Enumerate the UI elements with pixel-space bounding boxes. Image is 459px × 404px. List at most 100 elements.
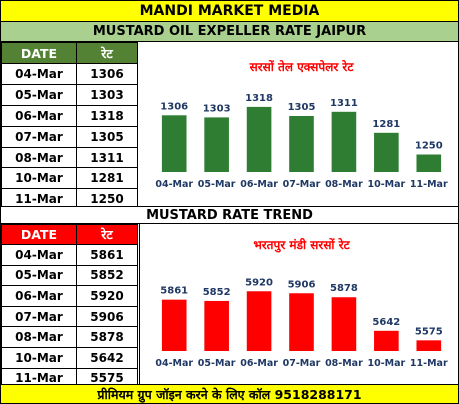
data-label: 1318	[245, 93, 273, 104]
rate-cell: 5861	[76, 244, 138, 266]
section2-heading: MUSTARD RATE TREND	[1, 206, 458, 224]
bar	[289, 293, 314, 351]
rate-cell: 5906	[76, 305, 138, 328]
x-tick-label: 10-Mar	[367, 179, 405, 190]
table-row: 05-Mar 5852	[1, 264, 138, 287]
data-label: 5906	[288, 279, 316, 290]
table-row: 10-Mar 5642	[1, 346, 138, 369]
rate-column-header: रेट	[76, 224, 138, 245]
data-label: 1306	[160, 101, 188, 112]
date-cell: 04-Mar	[1, 63, 77, 85]
section1-rate-table: DATE रेट 04-Mar 1306 05-Mar 1303 06-Mar 131…	[1, 42, 138, 211]
table-row: 11-Mar 1250	[1, 188, 138, 211]
rate-cell: 1305	[76, 125, 138, 148]
bar	[331, 297, 357, 351]
chart-title: भरतपुर मंडी सरसों रेट	[253, 238, 350, 253]
rate-cell: 1303	[76, 83, 138, 106]
bharatpur-mustard-rate-chart: भरतपुर मंडी सरसों रेट 5861 04-Mar 5852 05-Ma…	[155, 238, 448, 369]
table-row: 11-Mar 5575	[1, 367, 138, 390]
data-label: 5852	[203, 287, 231, 298]
date-cell: 08-Mar	[1, 326, 77, 348]
table-header-row: DATE रेट	[1, 42, 138, 64]
rate-cell: 5642	[76, 346, 138, 369]
rate-cell: 1306	[76, 63, 138, 85]
section1-heading: MUSTARD OIL EXPELLER RATE JAIPUR	[1, 22, 458, 42]
bar	[204, 117, 229, 172]
rate-cell: 1250	[76, 188, 138, 211]
data-label: 1281	[372, 119, 400, 130]
table-row: 07-Mar 1305	[1, 125, 138, 148]
x-tick-label: 04-Mar	[155, 179, 193, 190]
table-header-row: DATE रेट	[1, 224, 138, 245]
bar	[416, 154, 442, 172]
date-cell: 06-Mar	[1, 104, 77, 127]
table-row: 05-Mar 1303	[1, 83, 138, 106]
date-cell: 07-Mar	[1, 125, 77, 148]
x-tick-label: 11-Mar	[410, 179, 448, 190]
x-tick-label: 10-Mar	[367, 358, 405, 369]
table-row: 08-Mar 5878	[1, 326, 138, 348]
date-cell: 04-Mar	[1, 244, 77, 266]
table-row: 04-Mar 5861	[1, 244, 138, 266]
data-label: 5861	[160, 286, 188, 297]
rate-cell: 1281	[76, 167, 138, 190]
bar	[246, 291, 272, 351]
bar	[331, 111, 357, 172]
date-cell: 05-Mar	[1, 264, 77, 287]
rate-cell: 5852	[76, 264, 138, 287]
rate-cell: 5878	[76, 326, 138, 348]
x-tick-label: 11-Mar	[410, 358, 448, 369]
date-cell: 08-Mar	[1, 146, 77, 169]
table-row: 07-Mar 5906	[1, 305, 138, 328]
x-tick-label: 07-Mar	[283, 358, 321, 369]
bar	[416, 340, 442, 351]
section2-rate-table: DATE रेट 04-Mar 5861 05-Mar 5852 06-Mar 592…	[1, 224, 138, 390]
data-label: 1303	[203, 103, 231, 114]
x-tick-label: 08-Mar	[325, 179, 363, 190]
x-tick-label: 05-Mar	[198, 179, 236, 190]
data-label: 5575	[415, 326, 443, 337]
bar	[289, 116, 314, 172]
rate-column-header: रेट	[76, 42, 138, 64]
date-column-header: DATE	[1, 42, 77, 64]
x-tick-label: 05-Mar	[198, 358, 236, 369]
bar	[161, 299, 187, 351]
rate-cell: 1311	[76, 146, 138, 169]
table-row: 06-Mar 5920	[1, 285, 138, 307]
footer-contact: प्रीमियम ग्रुप जॉइन करने के लिए कॉल 9518…	[1, 384, 458, 403]
rate-cell: 5920	[76, 285, 138, 307]
chart-title: सरसों तेल एक्सपेलर रेट	[249, 60, 355, 74]
rate-cell: 1318	[76, 104, 138, 127]
date-column-header: DATE	[1, 224, 77, 245]
date-cell: 06-Mar	[1, 285, 77, 307]
x-tick-label: 07-Mar	[283, 179, 321, 190]
data-label: 5920	[245, 277, 273, 288]
data-label: 5878	[330, 283, 358, 294]
date-cell: 10-Mar	[1, 167, 77, 190]
expeller-rate-chart: सरसों तेल एक्सपेलर रेट 1306 04-Mar 1303 05-M…	[155, 60, 448, 190]
x-tick-label: 04-Mar	[155, 358, 193, 369]
date-cell: 05-Mar	[1, 83, 77, 106]
bar	[246, 106, 272, 172]
bar	[374, 132, 399, 172]
x-tick-label: 08-Mar	[325, 358, 363, 369]
data-label: 1311	[330, 98, 358, 109]
date-cell: 07-Mar	[1, 305, 77, 328]
bar	[374, 330, 399, 351]
date-cell: 11-Mar	[1, 367, 77, 390]
table-row: 04-Mar 1306	[1, 63, 138, 85]
table-row: 08-Mar 1311	[1, 146, 138, 169]
section2-divider	[139, 224, 140, 384]
bar	[204, 300, 229, 351]
date-cell: 10-Mar	[1, 346, 77, 369]
bar	[161, 115, 187, 172]
page-title: MANDI MARKET MEDIA	[1, 1, 458, 22]
table-row: 10-Mar 1281	[1, 167, 138, 190]
x-tick-label: 06-Mar	[240, 358, 278, 369]
x-tick-label: 06-Mar	[240, 179, 278, 190]
table-row: 06-Mar 1318	[1, 104, 138, 127]
date-cell: 11-Mar	[1, 188, 77, 211]
data-label: 1305	[288, 102, 316, 113]
data-label: 1250	[415, 141, 443, 152]
